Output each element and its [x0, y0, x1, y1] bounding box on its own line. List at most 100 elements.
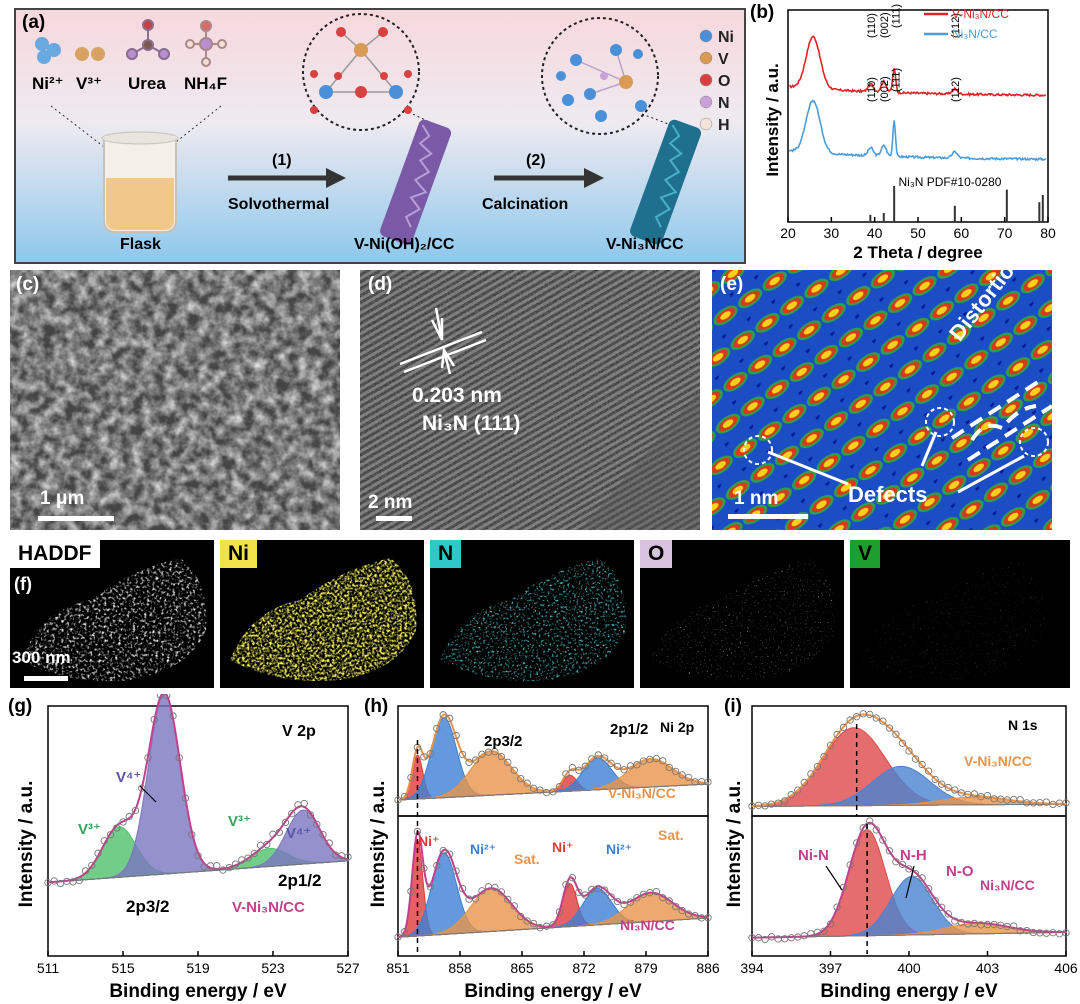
- data-point: [911, 755, 920, 763]
- xps-v2p-chart: 511 515 519 523 527 Binding energy / eV Intens…: [16, 694, 360, 1002]
- data-point: [169, 712, 177, 720]
- peak-label: Ni⁺: [418, 833, 439, 849]
- peak-label: N-O: [946, 863, 974, 880]
- xps-n1s-chart: 394 397 400 403 406 Binding energy / eV Intens…: [724, 705, 1078, 1002]
- x-tick-label: 865: [510, 960, 534, 976]
- peak-label: V³⁺: [228, 813, 251, 830]
- peak-label: Sat.: [514, 851, 540, 867]
- data-point: [478, 750, 486, 758]
- x-tick-label: 50: [910, 225, 926, 241]
- data-point: [807, 770, 815, 778]
- y-axis-label: Intensity / a.u.: [16, 781, 37, 908]
- data-point: [1062, 929, 1070, 937]
- legend-v-icon: [699, 51, 713, 65]
- x-tick-label: 40: [867, 225, 883, 241]
- data-point: [131, 806, 140, 815]
- x-tick-label: 60: [954, 225, 970, 241]
- scale-label: 1 nm: [734, 488, 779, 509]
- v-ni-oh2-structure-icon: [310, 27, 412, 114]
- panel-h-label: (h): [364, 696, 389, 717]
- data-point: [898, 739, 907, 747]
- data-point: [951, 786, 959, 794]
- data-point: [275, 828, 283, 837]
- data-point: [931, 896, 939, 905]
- panel-b-label: (b): [750, 2, 775, 23]
- peak-pointer: [905, 865, 915, 899]
- data-point: [787, 791, 795, 799]
- data-point: [119, 818, 127, 826]
- data-point: [800, 932, 808, 940]
- legend-h-label: H: [718, 117, 730, 134]
- map-o: O: [640, 540, 844, 688]
- data-point: [420, 864, 428, 872]
- dotted-connector: [50, 105, 109, 151]
- x-tick-label: 80: [1040, 225, 1056, 241]
- arrow-step1-icon: [228, 168, 346, 188]
- reference-label: Ni₃N PDF#10-0280: [899, 175, 1002, 189]
- data-point: [581, 891, 589, 899]
- peak-label: Sat.: [658, 827, 684, 843]
- data-point: [138, 784, 146, 792]
- data-point: [452, 867, 460, 875]
- data-point: [607, 759, 615, 767]
- sample-label: V-Ni₃N/CC: [232, 899, 305, 916]
- data-point: [944, 783, 952, 792]
- reagent-nh4f-label: NH₄F: [184, 74, 228, 93]
- data-point: [319, 830, 327, 839]
- scale-label: 2 nm: [368, 492, 413, 513]
- peak-label: (112): [950, 77, 962, 102]
- data-point: [150, 715, 158, 724]
- data-point: [219, 866, 227, 874]
- orbital-label: 2p1/2: [278, 871, 321, 890]
- peak-label: (112): [950, 13, 962, 38]
- data-point: [924, 767, 933, 775]
- x-tick-label: 851: [386, 960, 410, 976]
- data-point: [774, 799, 782, 807]
- data-point: [665, 763, 673, 772]
- x-tick-label: 30: [824, 225, 840, 241]
- map-ni: Ni: [220, 540, 424, 688]
- x-tick-label: 879: [634, 960, 658, 976]
- x-tick-label: 397: [819, 960, 843, 976]
- ni-ions-icon: [35, 37, 61, 64]
- data-point: [924, 885, 933, 893]
- data-point: [800, 778, 808, 787]
- data-point: [471, 756, 480, 764]
- data-point: [555, 782, 564, 791]
- data-point: [754, 934, 763, 942]
- data-point: [607, 893, 615, 901]
- data-point: [813, 762, 822, 771]
- map-label-ni: Ni: [220, 540, 257, 568]
- data-point: [497, 888, 505, 896]
- map-label-o: O: [640, 540, 673, 568]
- background-line: [397, 783, 709, 801]
- data-point: [672, 902, 680, 911]
- data-point: [426, 883, 434, 891]
- sample-label: V-Ni₃N/CC: [608, 785, 676, 801]
- data-point: [866, 817, 874, 825]
- data-point: [853, 713, 861, 721]
- data-point: [905, 747, 913, 755]
- plane-label: Ni₃N (111): [422, 412, 521, 435]
- data-point: [549, 788, 557, 796]
- panel-h: 851 858 865 872 879 886 Binding energy / eV Int…: [358, 694, 720, 1004]
- data-point: [879, 717, 887, 725]
- data-point: [892, 858, 900, 866]
- nh4f-molecule-icon: [185, 20, 227, 67]
- xrd-chart: (110) (002) (111) (112)(110) (002) (111) (112)…: [763, 4, 1056, 262]
- data-point: [433, 724, 441, 733]
- data-point: [983, 791, 992, 800]
- x-tick-label: 400: [897, 960, 921, 976]
- y-axis-label: Intensity / a.u.: [763, 63, 782, 176]
- xrd-series-0: [789, 35, 1046, 98]
- panel-title: V 2p: [282, 723, 316, 740]
- envelope-line: [752, 713, 1066, 807]
- data-point: [892, 730, 900, 738]
- panel-a-label: (a): [22, 12, 46, 33]
- zoom-circle-1: [302, 13, 420, 131]
- data-point: [594, 884, 602, 893]
- data-point: [446, 714, 454, 722]
- data-point: [820, 752, 828, 761]
- peak-label: V⁴⁺: [286, 825, 311, 842]
- data-point: [225, 863, 233, 872]
